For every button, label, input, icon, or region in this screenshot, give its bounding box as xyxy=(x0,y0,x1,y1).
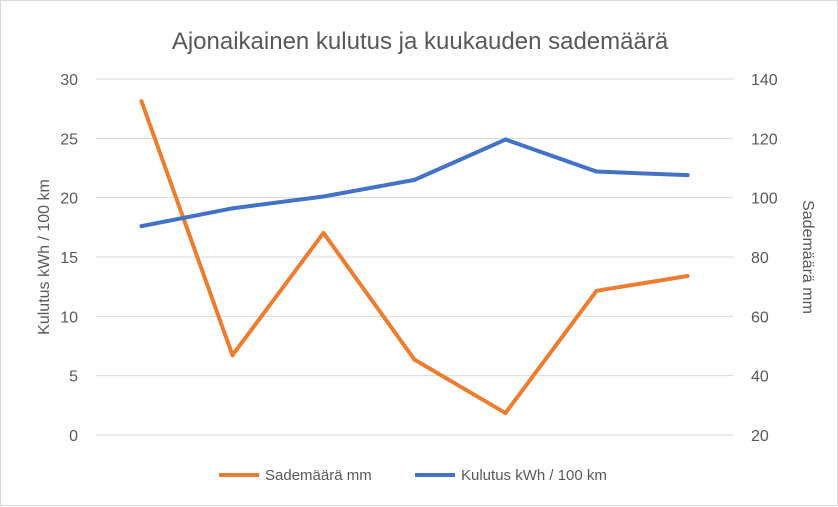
chart-title: Ajonaikainen kulutus ja kuukauden sademä… xyxy=(172,28,669,55)
left-tick-label: 25 xyxy=(60,131,78,148)
right-axis-ticks: 20 40 60 80 100 120 140 xyxy=(751,72,778,445)
series-1-point xyxy=(139,224,144,229)
left-tick-label: 20 xyxy=(60,191,78,208)
left-tick-label: 5 xyxy=(69,369,78,386)
left-axis-label: Kulutus kWh / 100 km xyxy=(36,179,53,335)
left-tick-label: 10 xyxy=(60,309,78,326)
right-tick-label: 100 xyxy=(751,191,778,208)
right-tick-label: 120 xyxy=(751,131,778,148)
right-tick-label: 80 xyxy=(751,250,769,267)
legend: Sademäärä mm Kulutus kWh / 100 km xyxy=(219,467,607,484)
legend-label-consumption: Kulutus kWh / 100 km xyxy=(461,467,607,484)
series-0-point xyxy=(321,230,326,235)
series-0-point xyxy=(412,357,417,362)
series-1-point xyxy=(685,173,690,178)
series-0-point xyxy=(685,273,690,278)
left-tick-label: 30 xyxy=(60,72,78,89)
right-tick-label: 60 xyxy=(751,309,769,326)
series-0-point xyxy=(230,353,235,358)
series-1-point xyxy=(230,206,235,211)
series-1-point xyxy=(594,169,599,174)
right-tick-label: 20 xyxy=(751,428,769,445)
series-layer xyxy=(139,99,690,416)
right-axis-label: Sademäärä mm xyxy=(799,200,816,314)
legend-label-rainfall: Sademäärä mm xyxy=(265,467,372,484)
series-line-1 xyxy=(139,137,690,229)
series-0-point xyxy=(594,288,599,293)
gridlines xyxy=(96,78,733,436)
series-1-point xyxy=(503,137,508,142)
left-tick-label: 0 xyxy=(69,428,78,445)
series-1-point xyxy=(412,177,417,182)
left-axis-ticks: 0 5 10 15 20 25 30 xyxy=(60,72,78,445)
series-1-point xyxy=(321,194,326,199)
series-0-point xyxy=(139,99,144,104)
series-0-point xyxy=(503,411,508,416)
right-tick-label: 40 xyxy=(751,369,769,386)
left-tick-label: 15 xyxy=(60,250,78,267)
right-tick-label: 140 xyxy=(751,72,778,89)
